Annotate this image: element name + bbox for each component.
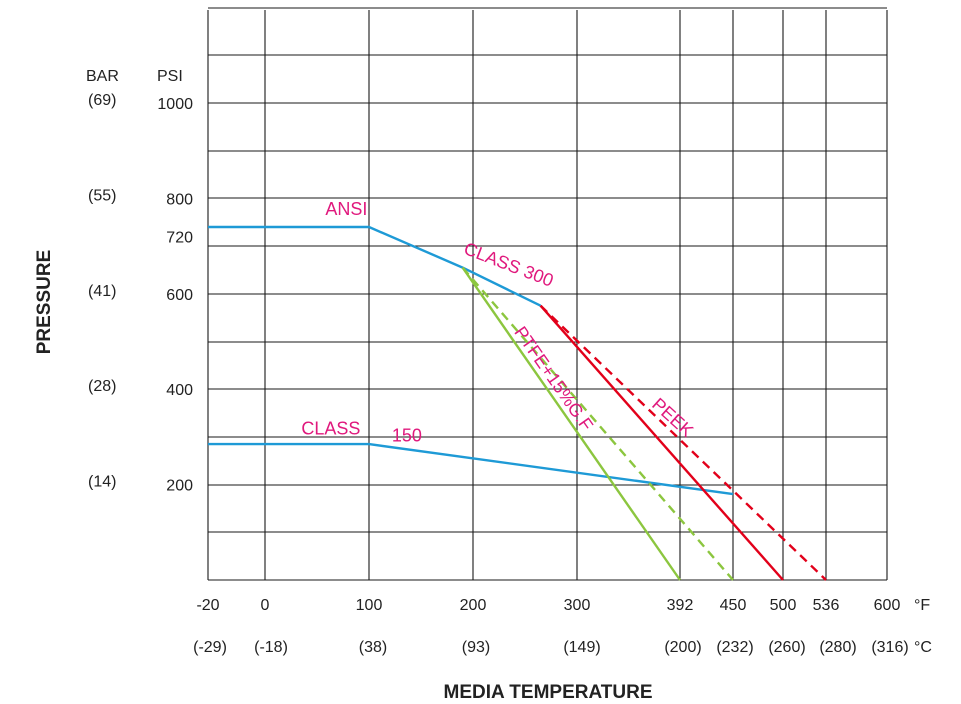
x-tick-label-f: 0 bbox=[261, 597, 270, 614]
x-tick-label-f: -20 bbox=[196, 597, 219, 614]
y-tick-label-bar: (55) bbox=[88, 187, 116, 204]
series-lines bbox=[208, 225, 827, 581]
x-tick-label-f: 450 bbox=[720, 597, 747, 614]
x-unit-c: °C bbox=[914, 639, 932, 656]
y-tick-label-psi: 720 bbox=[166, 230, 193, 247]
y-axis-title: PRESSURE bbox=[34, 250, 55, 355]
y-tick-label-bar: (41) bbox=[88, 283, 116, 300]
y-tick-label-psi: 1000 bbox=[157, 96, 193, 113]
y-tick-label-bar: (14) bbox=[88, 474, 116, 491]
y-tick-label-bar: (69) bbox=[88, 92, 116, 109]
x-tick-label-c: (149) bbox=[563, 639, 600, 656]
series-line bbox=[539, 304, 827, 581]
annotation-label: ANSI bbox=[325, 199, 367, 219]
series-line bbox=[208, 225, 542, 307]
x-tick-label-f: 200 bbox=[460, 597, 487, 614]
x-unit-f: °F bbox=[914, 597, 930, 614]
annotation-label: 150 bbox=[392, 426, 422, 446]
annotation-label: PTFE+15%G.F bbox=[510, 323, 597, 435]
series-line bbox=[208, 442, 734, 496]
y-tick-label-psi: 400 bbox=[166, 382, 193, 399]
x-tick-label-c: (316) bbox=[871, 639, 908, 656]
x-tick-label-c: (93) bbox=[462, 639, 490, 656]
x-tick-label-f: 500 bbox=[770, 597, 797, 614]
y-tick-label-psi: 200 bbox=[166, 478, 193, 495]
x-tick-label-f: 600 bbox=[874, 597, 901, 614]
series-line bbox=[539, 304, 784, 581]
x-tick-labels: -20 (-29) 0 (-18) 100 (38) 200 (93) 300 (149) 392 (… bbox=[193, 597, 932, 656]
y-unit-psi: PSI bbox=[157, 68, 183, 85]
x-tick-label-f: 536 bbox=[813, 597, 840, 614]
y-tick-label-bar: (28) bbox=[88, 378, 116, 395]
x-tick-label-c: (-18) bbox=[254, 639, 288, 656]
x-tick-label-f: 392 bbox=[667, 597, 694, 614]
x-tick-label-c: (-29) bbox=[193, 639, 227, 656]
series-line bbox=[461, 266, 734, 581]
x-tick-label-c: (38) bbox=[359, 639, 387, 656]
x-tick-label-f: 300 bbox=[564, 597, 591, 614]
y-tick-label-psi: 600 bbox=[166, 287, 193, 304]
x-tick-label-c: (232) bbox=[716, 639, 753, 656]
y-unit-bar: BAR bbox=[86, 68, 119, 85]
y-tick-labels: 1000 (69) 800 (55) 720 600 (41) 400 (28) 200 (14) bbox=[88, 92, 193, 495]
x-tick-label-c: (280) bbox=[819, 639, 856, 656]
annotation-label: CLASS bbox=[301, 419, 360, 439]
x-axis-title: MEDIA TEMPERATURE bbox=[444, 682, 653, 703]
series-line bbox=[461, 266, 681, 581]
x-tick-label-c: (260) bbox=[768, 639, 805, 656]
grid bbox=[207, 7, 888, 581]
x-tick-label-c: (200) bbox=[664, 639, 701, 656]
y-tick-label-psi: 800 bbox=[166, 191, 193, 208]
x-tick-label-f: 100 bbox=[356, 597, 383, 614]
